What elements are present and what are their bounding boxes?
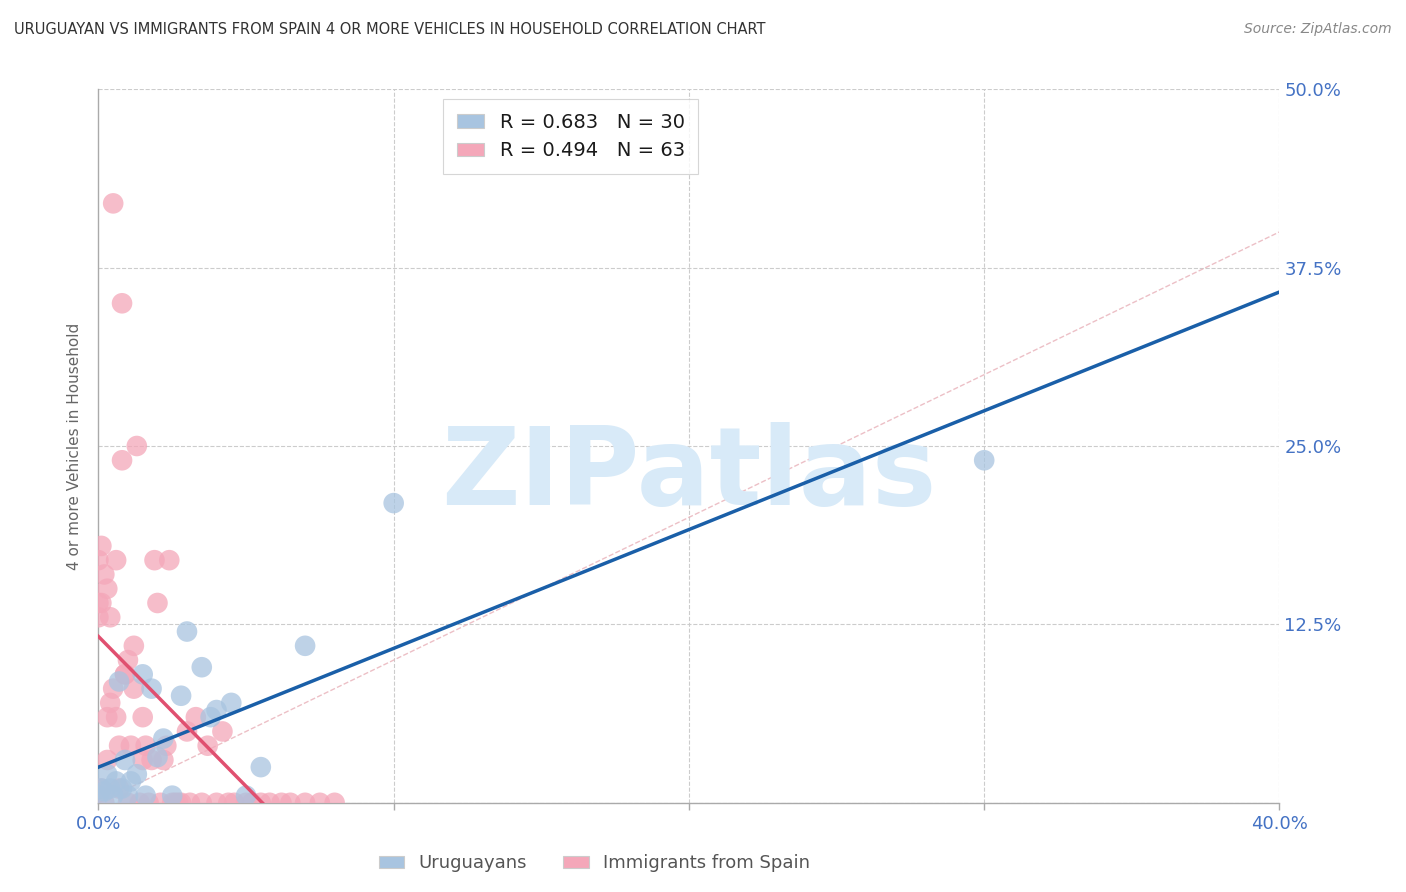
Point xyxy=(108,674,131,689)
Point xyxy=(114,667,136,681)
Point xyxy=(103,196,125,211)
Point xyxy=(152,731,174,746)
Point xyxy=(98,696,121,710)
Point xyxy=(167,796,190,810)
Point xyxy=(111,296,134,310)
Point xyxy=(205,796,228,810)
Point xyxy=(90,781,112,796)
Point xyxy=(114,667,136,681)
Point xyxy=(176,624,198,639)
Point xyxy=(170,796,193,810)
Point xyxy=(170,689,193,703)
Point xyxy=(211,724,233,739)
Point xyxy=(122,639,145,653)
Point xyxy=(108,739,131,753)
Point xyxy=(217,796,239,810)
Point xyxy=(93,567,115,582)
Point xyxy=(117,796,139,810)
Point xyxy=(179,796,201,810)
Point xyxy=(105,710,128,724)
Point xyxy=(98,781,121,796)
Point xyxy=(105,553,128,567)
Point xyxy=(205,703,228,717)
Point xyxy=(138,796,160,810)
Point xyxy=(135,789,157,803)
Point xyxy=(155,739,177,753)
Point xyxy=(973,453,995,467)
Point xyxy=(108,781,131,796)
Point xyxy=(125,439,148,453)
Point xyxy=(143,553,166,567)
Text: URUGUAYAN VS IMMIGRANTS FROM SPAIN 4 OR MORE VEHICLES IN HOUSEHOLD CORRELATION C: URUGUAYAN VS IMMIGRANTS FROM SPAIN 4 OR … xyxy=(14,22,765,37)
Point xyxy=(128,796,150,810)
Point xyxy=(146,750,169,764)
Point xyxy=(259,796,281,810)
Point xyxy=(157,553,180,567)
Point xyxy=(146,596,169,610)
Point xyxy=(93,796,115,810)
Point xyxy=(135,739,157,753)
Point xyxy=(105,774,128,789)
Point xyxy=(117,653,139,667)
Point xyxy=(132,667,155,681)
Point xyxy=(162,796,183,810)
Point xyxy=(382,496,405,510)
Point xyxy=(294,639,316,653)
Point xyxy=(162,789,183,803)
Point xyxy=(125,767,148,781)
Point xyxy=(96,753,118,767)
Point xyxy=(309,796,332,810)
Point xyxy=(90,539,112,553)
Point xyxy=(240,796,263,810)
Point xyxy=(141,753,163,767)
Point xyxy=(197,739,219,753)
Point xyxy=(96,710,118,724)
Point xyxy=(114,753,136,767)
Point xyxy=(90,596,112,610)
Point xyxy=(122,681,145,696)
Point xyxy=(323,796,346,810)
Point xyxy=(87,789,110,803)
Point xyxy=(191,796,214,810)
Point xyxy=(103,681,125,696)
Point xyxy=(235,796,257,810)
Point xyxy=(87,610,110,624)
Point xyxy=(235,789,257,803)
Point xyxy=(111,781,134,796)
Text: ZIPatlas: ZIPatlas xyxy=(441,422,936,527)
Point xyxy=(141,681,163,696)
Point xyxy=(120,774,142,789)
Point xyxy=(278,796,302,810)
Point xyxy=(176,724,198,739)
Point xyxy=(294,796,316,810)
Point xyxy=(87,553,110,567)
Point xyxy=(152,753,174,767)
Text: Source: ZipAtlas.com: Source: ZipAtlas.com xyxy=(1244,22,1392,37)
Point xyxy=(250,796,273,810)
Point xyxy=(191,660,214,674)
Point xyxy=(111,453,134,467)
Point xyxy=(224,796,246,810)
Point xyxy=(270,796,292,810)
Point xyxy=(87,596,110,610)
Point xyxy=(117,789,139,803)
Point xyxy=(96,582,118,596)
Point xyxy=(200,710,222,724)
Point xyxy=(90,781,112,796)
Point xyxy=(149,796,172,810)
Point xyxy=(120,739,142,753)
Point xyxy=(250,760,273,774)
Point xyxy=(132,710,155,724)
Y-axis label: 4 or more Vehicles in Household: 4 or more Vehicles in Household xyxy=(67,322,83,570)
Legend: Uruguayans, Immigrants from Spain: Uruguayans, Immigrants from Spain xyxy=(371,847,817,880)
Point xyxy=(184,710,207,724)
Point xyxy=(219,696,242,710)
Point xyxy=(103,789,125,803)
Point xyxy=(165,796,187,810)
Point xyxy=(96,767,118,781)
Point xyxy=(93,784,115,798)
Point xyxy=(98,610,121,624)
Point xyxy=(132,753,155,767)
